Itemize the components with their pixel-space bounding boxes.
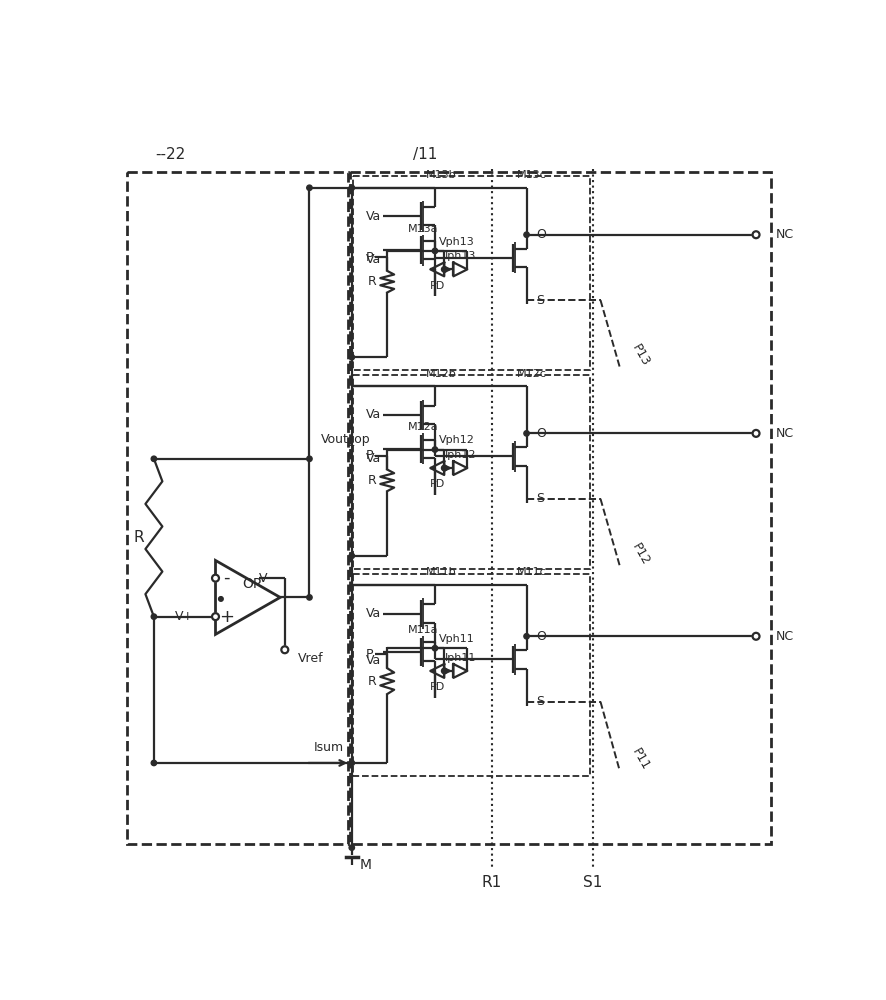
Text: S: S [535, 294, 543, 307]
Text: V+: V+ [175, 610, 194, 623]
Circle shape [349, 845, 354, 850]
Circle shape [151, 456, 157, 461]
Circle shape [349, 553, 354, 559]
Text: Vph11: Vph11 [439, 634, 474, 644]
Circle shape [349, 354, 354, 360]
Text: PD: PD [429, 479, 445, 489]
Circle shape [441, 668, 447, 674]
Text: M11b: M11b [425, 567, 455, 577]
Text: M: M [359, 858, 371, 872]
Text: Va: Va [365, 654, 381, 667]
Circle shape [349, 760, 354, 766]
Text: Va: Va [365, 408, 381, 421]
Circle shape [281, 646, 288, 653]
Text: Vph13: Vph13 [439, 237, 474, 247]
Text: Vref: Vref [298, 652, 323, 666]
Circle shape [431, 646, 437, 651]
Circle shape [441, 267, 447, 272]
Text: M13a: M13a [408, 224, 438, 234]
Text: M13b: M13b [425, 170, 455, 180]
Text: M12b: M12b [425, 369, 456, 379]
Text: P: P [365, 251, 373, 264]
Text: R1: R1 [481, 875, 501, 890]
Text: OP: OP [242, 577, 261, 591]
Circle shape [751, 430, 758, 437]
Bar [353, 375, 589, 569]
Circle shape [349, 185, 354, 190]
Circle shape [431, 248, 437, 254]
Text: Iph13: Iph13 [444, 251, 476, 261]
Text: NC: NC [774, 630, 792, 643]
Circle shape [212, 575, 219, 582]
Text: M12c: M12c [517, 369, 547, 379]
Text: Isum: Isum [314, 741, 344, 754]
Circle shape [307, 456, 312, 461]
Bar [127, 172, 347, 844]
Text: Va: Va [365, 253, 381, 266]
Bar [353, 176, 589, 370]
Circle shape [751, 231, 758, 238]
Circle shape [441, 465, 447, 471]
Text: Vph12: Vph12 [439, 435, 474, 445]
Circle shape [431, 447, 437, 452]
Text: Va: Va [365, 607, 381, 620]
Text: S: S [535, 492, 543, 505]
Text: P: P [365, 648, 373, 661]
Text: O: O [535, 427, 545, 440]
Circle shape [151, 614, 157, 619]
Text: R: R [133, 530, 144, 545]
Text: +: + [219, 608, 234, 626]
Text: PD: PD [429, 281, 445, 291]
Circle shape [151, 760, 157, 766]
Text: -: - [222, 569, 229, 587]
Text: Va: Va [365, 210, 381, 223]
Text: S: S [535, 695, 543, 708]
Bar [353, 574, 589, 776]
Text: S1: S1 [582, 875, 602, 890]
Text: O: O [535, 228, 545, 241]
Text: NC: NC [774, 427, 792, 440]
Circle shape [307, 595, 312, 600]
Circle shape [524, 431, 529, 436]
Text: --22: --22 [155, 147, 185, 162]
Text: PD: PD [429, 682, 445, 692]
Text: O: O [535, 630, 545, 643]
Circle shape [524, 634, 529, 639]
Text: M12a: M12a [408, 422, 439, 432]
Bar [350, 172, 771, 844]
Circle shape [524, 232, 529, 237]
Text: R: R [368, 675, 376, 688]
Circle shape [307, 185, 312, 190]
Text: Iph11: Iph11 [444, 653, 476, 663]
Text: M11c: M11c [517, 567, 547, 577]
Text: P12: P12 [628, 541, 651, 568]
Text: P13: P13 [628, 342, 651, 369]
Text: R: R [368, 474, 376, 487]
Text: P11: P11 [628, 746, 651, 773]
Text: Iph12: Iph12 [444, 450, 476, 460]
Text: NC: NC [774, 228, 792, 241]
Text: M13c: M13c [517, 170, 547, 180]
Text: M11a: M11a [408, 625, 438, 635]
Circle shape [218, 597, 223, 601]
Text: R: R [368, 275, 376, 288]
Text: P: P [365, 449, 373, 462]
Text: Vout_op: Vout_op [321, 433, 370, 446]
Text: /11: /11 [413, 147, 438, 162]
Text: V-: V- [259, 572, 271, 585]
Circle shape [751, 633, 758, 640]
Circle shape [212, 613, 219, 620]
Text: Va: Va [365, 452, 381, 465]
